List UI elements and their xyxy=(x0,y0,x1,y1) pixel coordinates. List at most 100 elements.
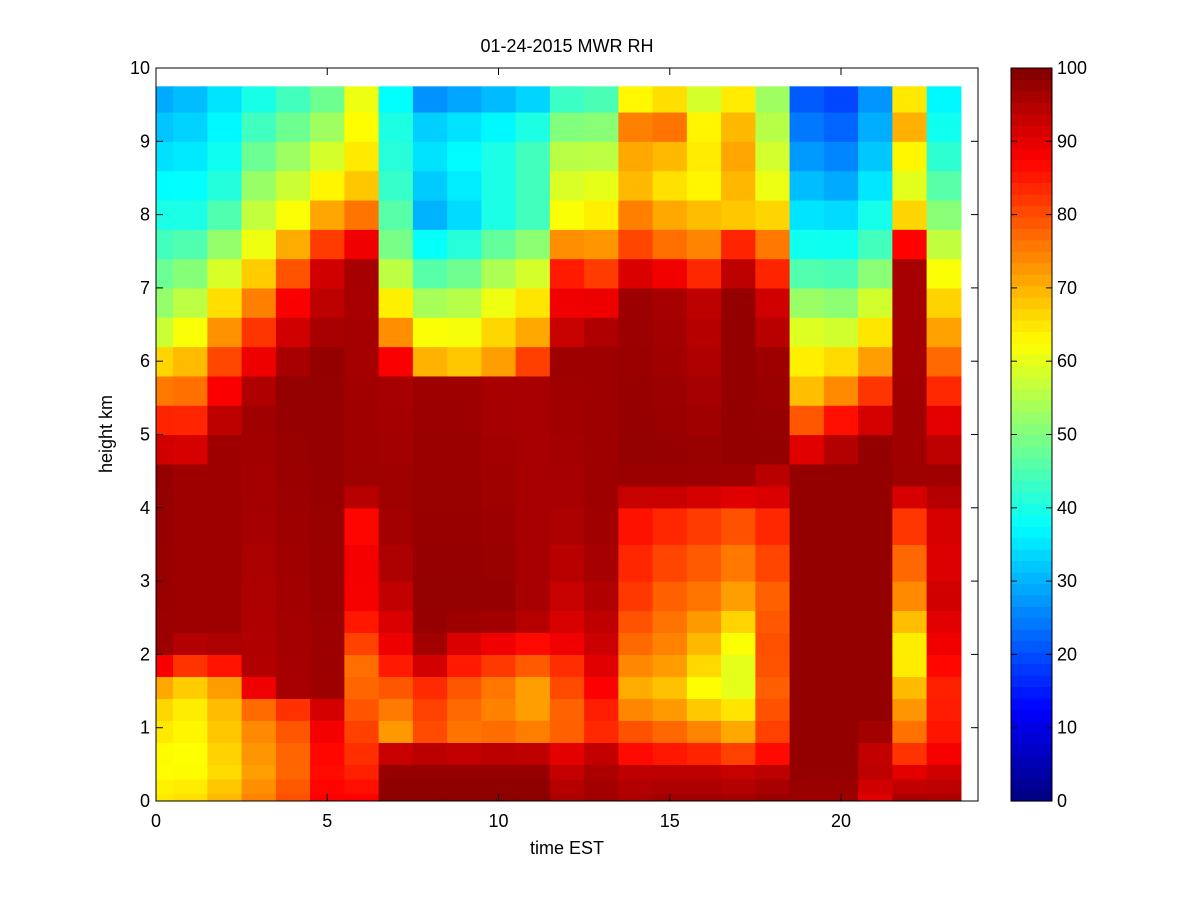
heatmap-cell xyxy=(412,779,448,795)
heatmap-cell xyxy=(584,698,619,721)
heatmap-cell xyxy=(755,507,791,546)
heatmap-cells xyxy=(156,86,962,801)
heatmap-cell xyxy=(310,111,345,142)
heatmap-cell xyxy=(378,742,414,765)
heatmap-cell xyxy=(241,434,277,465)
heatmap-cell xyxy=(789,720,825,743)
heatmap-cell xyxy=(378,229,414,260)
heatmap-cell xyxy=(156,720,174,743)
heatmap-cell xyxy=(618,632,654,655)
heatmap-cell xyxy=(858,111,893,142)
heatmap-cell xyxy=(584,170,619,201)
colorbar-swatch xyxy=(1011,388,1052,401)
heatmap-cell xyxy=(721,720,756,743)
heatmap-cell xyxy=(755,742,791,765)
heatmap-cell xyxy=(310,779,345,795)
heatmap-cell xyxy=(549,544,585,582)
heatmap-cell xyxy=(173,742,208,765)
heatmap-cell xyxy=(549,287,585,318)
colorbar-swatch xyxy=(1011,148,1052,161)
heatmap-cell xyxy=(156,507,174,546)
heatmap-cell xyxy=(618,676,654,699)
heatmap-cell xyxy=(241,258,277,289)
heatmap-cell xyxy=(156,317,174,348)
heatmap-cell xyxy=(686,720,722,743)
heatmap-cell xyxy=(755,375,791,406)
heatmap-cell xyxy=(515,654,551,677)
heatmap-cell xyxy=(618,507,654,546)
colorbar-tick-label: 90 xyxy=(1057,131,1077,151)
heatmap-cell xyxy=(858,793,893,801)
heatmap-cell xyxy=(926,111,962,142)
heatmap-cell xyxy=(755,698,791,721)
heatmap-cell xyxy=(755,141,791,172)
heatmap-cell xyxy=(892,764,928,780)
heatmap-cell xyxy=(344,610,380,634)
heatmap-cell xyxy=(721,199,756,230)
heatmap-cell xyxy=(892,654,928,677)
heatmap-cell xyxy=(721,676,756,699)
heatmap-cell xyxy=(652,86,688,113)
heatmap-cell xyxy=(310,287,345,318)
colorbar-tick-label: 70 xyxy=(1057,278,1077,298)
heatmap-cell xyxy=(275,544,311,582)
heatmap-cell xyxy=(173,463,208,487)
heatmap-cell xyxy=(926,507,962,546)
heatmap-cell xyxy=(549,485,585,509)
heatmap-cell xyxy=(481,405,517,436)
heatmap-cell xyxy=(858,654,893,677)
heatmap-cell xyxy=(618,720,654,743)
heatmap-cell xyxy=(156,141,174,172)
heatmap-cell xyxy=(344,141,380,172)
heatmap-cell xyxy=(481,375,517,406)
heatmap-cell xyxy=(481,86,517,113)
heatmap-cell xyxy=(686,375,722,406)
heatmap-cell xyxy=(515,742,551,765)
heatmap-cell xyxy=(755,317,791,348)
heatmap-cell xyxy=(652,581,688,612)
colorbar-swatch xyxy=(1011,594,1052,607)
heatmap-cell xyxy=(755,170,791,201)
heatmap-cell xyxy=(721,654,756,677)
heatmap-cell xyxy=(173,581,208,612)
heatmap-cell xyxy=(207,317,243,348)
heatmap-cell xyxy=(823,544,859,582)
y-axis-label: height km xyxy=(96,395,116,473)
colorbar-tick-label: 20 xyxy=(1057,644,1077,664)
colorbar-swatch xyxy=(1011,720,1052,733)
heatmap-cell xyxy=(652,632,688,655)
heatmap-cell xyxy=(618,698,654,721)
colorbar-swatch xyxy=(1011,663,1052,676)
heatmap-cell xyxy=(549,581,585,612)
heatmap-cell xyxy=(721,346,756,377)
heatmap-cell xyxy=(173,287,208,318)
heatmap-cell xyxy=(686,779,722,795)
heatmap-cell xyxy=(412,199,448,230)
heatmap-cell xyxy=(173,141,208,172)
heatmap-cell xyxy=(447,544,482,582)
heatmap-cell xyxy=(584,199,619,230)
heatmap-cell xyxy=(926,779,962,795)
heatmap-cell xyxy=(207,434,243,465)
heatmap-cell xyxy=(156,698,174,721)
heatmap-cell xyxy=(481,287,517,318)
heatmap-cell xyxy=(481,507,517,546)
heatmap-cell xyxy=(755,229,791,260)
heatmap-cell xyxy=(823,86,859,113)
heatmap-cell xyxy=(156,229,174,260)
heatmap-cell xyxy=(515,676,551,699)
heatmap-cell xyxy=(173,485,208,509)
heatmap-cell xyxy=(481,742,517,765)
heatmap-cell xyxy=(481,346,517,377)
heatmap-cell xyxy=(241,375,277,406)
heatmap-cell xyxy=(755,544,791,582)
heatmap-cell xyxy=(344,287,380,318)
heatmap-cell xyxy=(481,764,517,780)
heatmap-cell xyxy=(721,742,756,765)
heatmap-cell xyxy=(241,698,277,721)
heatmap-cell xyxy=(652,375,688,406)
heatmap-cell xyxy=(584,610,619,634)
colorbar-swatch xyxy=(1011,182,1052,195)
heatmap-cell xyxy=(823,170,859,201)
heatmap-cell xyxy=(412,485,448,509)
